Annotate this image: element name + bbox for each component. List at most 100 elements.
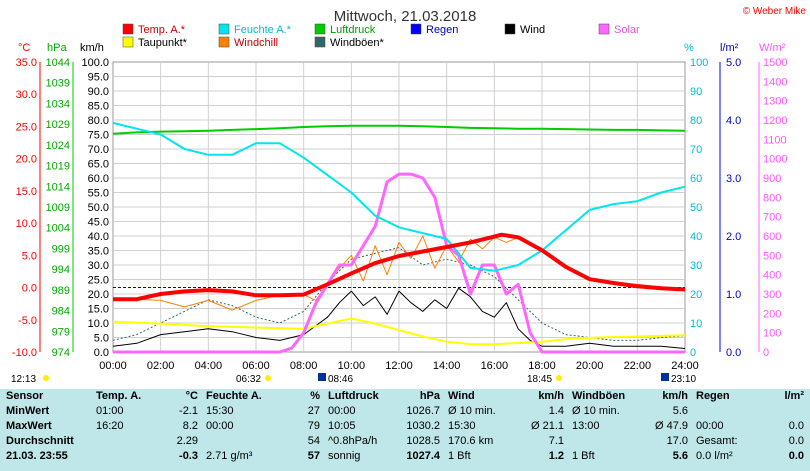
- table-cell: 0.0: [788, 420, 804, 432]
- header-humidity: Feuchte A.: [206, 390, 262, 402]
- pressure-unit: hPa: [47, 42, 67, 54]
- solar-tick: 100: [763, 328, 781, 340]
- table-cell: 0.0: [788, 435, 804, 447]
- table-cell: [94, 434, 166, 449]
- table-cell: 57: [307, 450, 320, 462]
- legend-swatch: [410, 23, 422, 35]
- humidity-tick: 60: [690, 173, 702, 185]
- sunset-label: 18:45: [527, 374, 552, 385]
- table-cell: Gesamt:: [696, 435, 738, 447]
- table-cell: 00:00: [328, 405, 356, 417]
- time-tick: 22:00: [624, 360, 652, 372]
- temp-tick: 5.0: [22, 250, 37, 262]
- table-cell: Ø 10 min.: [572, 405, 620, 417]
- temp-tick: 20.0: [16, 154, 37, 166]
- pressure-tick: 1014: [46, 181, 70, 193]
- wind-tick: 60.0: [88, 173, 109, 185]
- header-rain: Regen: [696, 390, 730, 402]
- pressure-tick: 974: [52, 347, 70, 359]
- header-temp: Temp. A.: [96, 390, 142, 402]
- time-tick: 00:00: [99, 360, 127, 372]
- wind-tick: 40.0: [88, 231, 109, 243]
- sun-times: 12:13 06:32 08:46 18:45 23:10: [11, 373, 696, 385]
- legend-swatch: [598, 23, 610, 35]
- summary-table: Sensor Temp. A. °C Feuchte A. % Luftdruc…: [0, 389, 810, 471]
- table-cell: 27: [307, 405, 320, 417]
- table-cell: 170.6 km: [448, 435, 494, 447]
- legend-label: Solar: [614, 24, 640, 36]
- wind-tick: 45.0: [88, 217, 109, 229]
- table-cell: Ø 21.1: [530, 420, 564, 432]
- legend-swatch: [314, 36, 326, 48]
- legend-swatch: [218, 36, 230, 48]
- header-gust: Windböen: [572, 390, 626, 402]
- pressure-tick: 1019: [46, 161, 70, 173]
- sunrise-label: 06:32: [236, 374, 261, 385]
- table-cell: 00:00: [206, 420, 234, 432]
- temp-unit: °C: [18, 42, 30, 54]
- series-group: [112, 121, 686, 354]
- time-tick: 02:00: [147, 360, 175, 372]
- wind-tick: 25.0: [88, 275, 109, 287]
- table-cell: 1 Bft: [448, 450, 471, 462]
- axis-units: °C hPa km/h% l/m² W/m²: [18, 42, 786, 54]
- solar-unit: W/m²: [759, 42, 786, 54]
- wind-tick: 50.0: [88, 202, 109, 214]
- weather-chart: Mittwoch, 21.03.2018 © Weber Mike Temp. …: [11, 6, 806, 385]
- pressure-tick: 994: [52, 264, 70, 276]
- solar-tick: 1400: [763, 76, 787, 88]
- solar-tick: 200: [763, 308, 781, 320]
- temp-tick: 30.0: [16, 89, 37, 101]
- table-cell: 8.2: [182, 420, 198, 432]
- pressure-tick: 1024: [46, 140, 70, 152]
- wind-tick: 85.0: [88, 101, 109, 113]
- row-label: 21.03. 23:55: [6, 450, 68, 462]
- table-cell: 79: [307, 420, 320, 432]
- solar-tick: 1300: [763, 96, 787, 108]
- wind-tick: 20.0: [88, 289, 109, 301]
- rain-tick: 0.0: [726, 347, 741, 359]
- header-pressure: Luftdruck: [328, 390, 379, 402]
- table-cell: -2.1: [179, 405, 198, 417]
- pressure-tick: 979: [52, 326, 70, 338]
- series-line-solar: [113, 172, 685, 354]
- table-cell: 1028.5: [406, 435, 440, 447]
- legend-swatch: [218, 23, 230, 35]
- wind-tick: 15.0: [88, 304, 109, 316]
- series-line-wind: [112, 287, 686, 349]
- legend: Temp. A.* Feuchte A.* Luftdruck Regen Wind So…: [122, 23, 640, 49]
- humidity-tick: 40: [690, 231, 702, 243]
- rain-tick: 5.0: [726, 57, 741, 69]
- table-cell: [200, 434, 288, 449]
- solar-tick: 400: [763, 270, 781, 282]
- table-cell: 1.2: [548, 450, 564, 462]
- rain-tick: 1.0: [726, 289, 741, 301]
- moonset-label: 08:46: [328, 374, 353, 385]
- wind-tick: 5.0: [94, 333, 109, 345]
- table-cell: [566, 434, 646, 449]
- humidity-tick: 90: [690, 86, 702, 98]
- table-header-row: Sensor Temp. A. °C Feuchte A. % Luftdruc…: [0, 389, 806, 404]
- rain-tick: 2.0: [726, 231, 741, 243]
- table-cell: 13:00: [572, 420, 600, 432]
- humidity-tick: 50: [690, 202, 702, 214]
- legend-label: Feuchte A.*: [234, 24, 292, 36]
- table-cell: 10:05: [328, 420, 356, 432]
- solar-tick: 600: [763, 231, 781, 243]
- table-cell: ^0.8hPa/h: [328, 435, 378, 447]
- sunrise-icon: [265, 375, 271, 381]
- table-cell: 00:00: [696, 420, 724, 432]
- time-tick: 24:00: [671, 360, 699, 372]
- pressure-tick: 1039: [46, 78, 70, 90]
- sunset-icon: [556, 375, 562, 381]
- solar-tick: 0: [763, 347, 769, 359]
- time-tick: 12:00: [385, 360, 413, 372]
- table-cell: 0.0: [788, 450, 804, 462]
- table-cell: 0.0 l/m²: [696, 450, 733, 462]
- row-label: Durchschnitt: [6, 435, 74, 447]
- wind-tick: 75.0: [88, 130, 109, 142]
- header-gust-unit: km/h: [662, 390, 688, 402]
- wind-tick: 95.0: [88, 72, 109, 84]
- table-cell: Ø 47.9: [654, 420, 688, 432]
